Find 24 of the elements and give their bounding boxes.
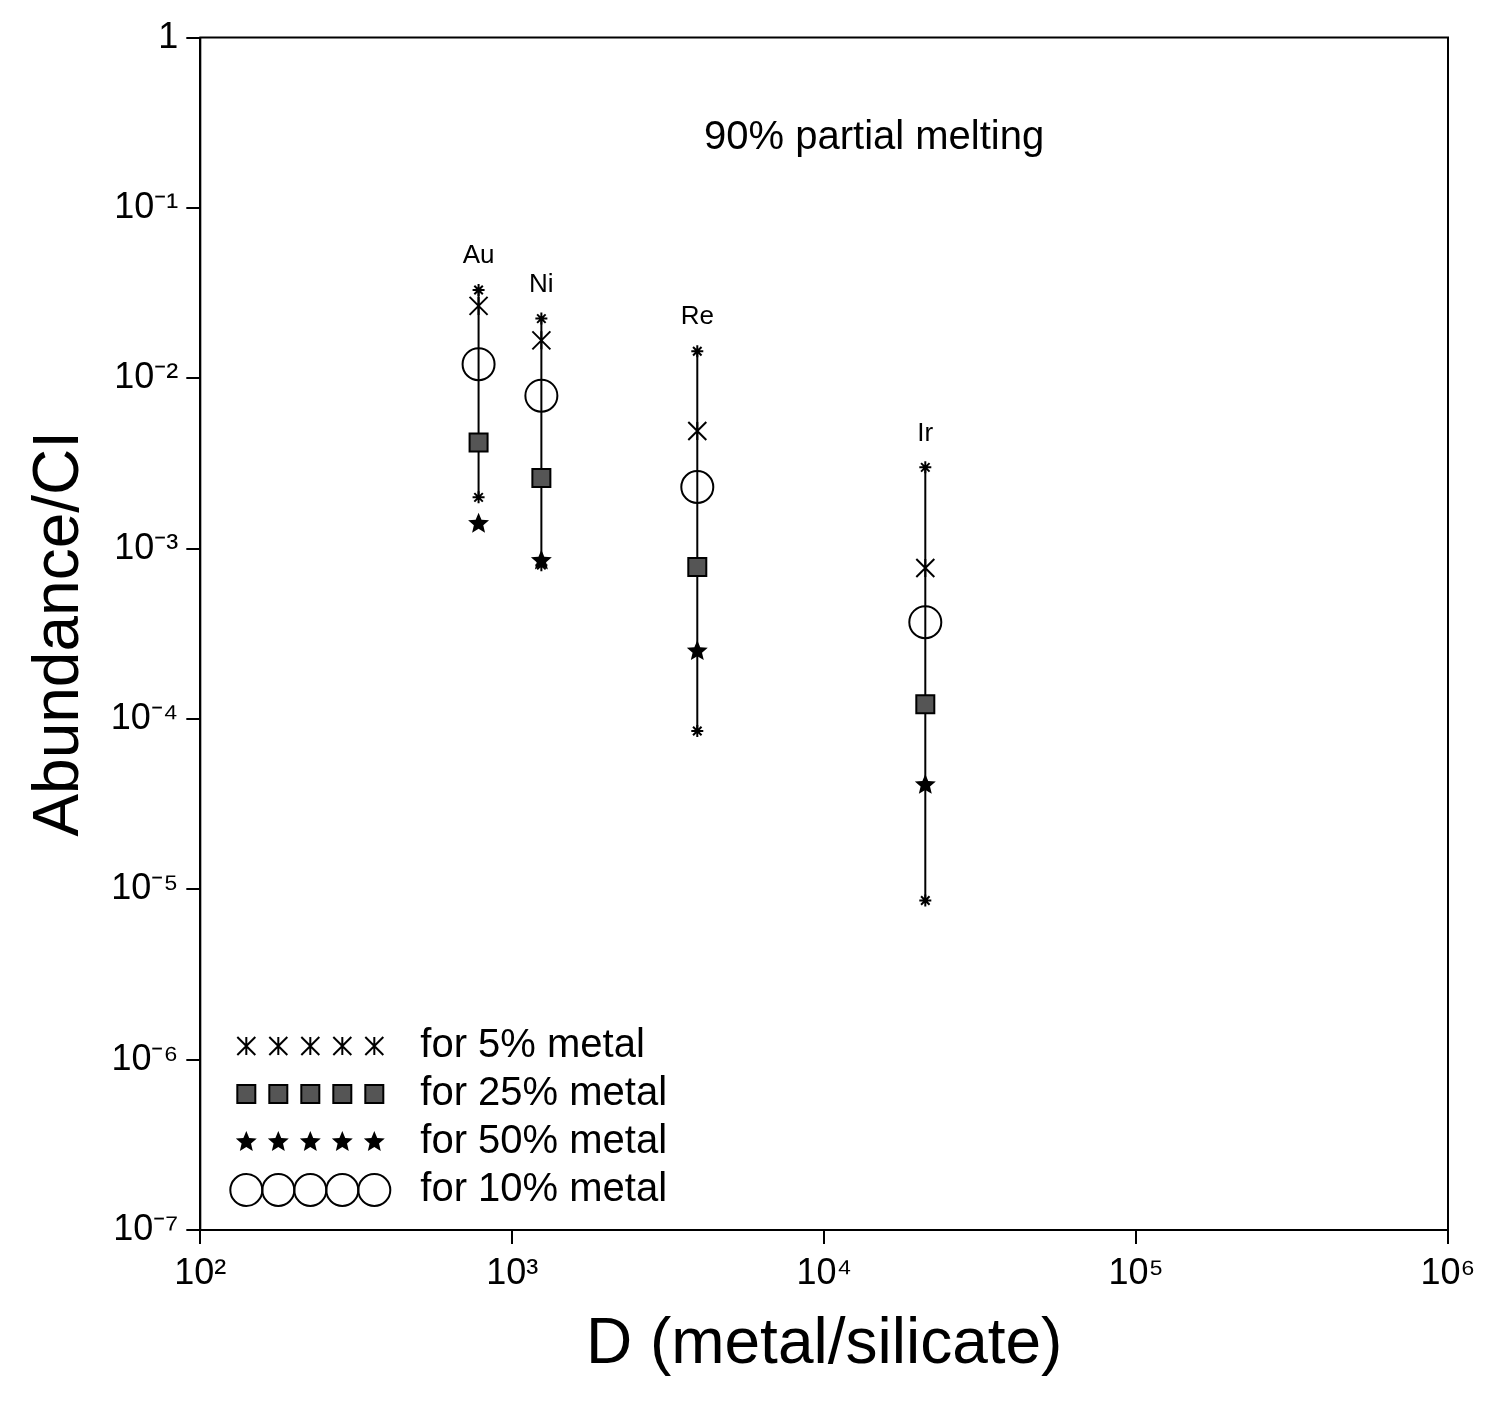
- y-tick-label: 10⁻³: [114, 525, 179, 567]
- x-axis-title: D (metal/silicate): [585, 1305, 1063, 1378]
- y-axis-title: Abundance/CI: [20, 430, 93, 837]
- y-tick-label: 10⁻¹: [114, 184, 179, 226]
- annotation: Re: [680, 300, 714, 331]
- legend-label: for 5% metal: [420, 1021, 645, 1066]
- y-tick-label: 1: [158, 14, 179, 56]
- text: 90% partial melting: [704, 112, 1045, 157]
- annotation: Ni: [529, 267, 554, 298]
- annotation: Au: [462, 239, 495, 270]
- y-tick-label: 10⁻²: [114, 355, 179, 397]
- y-tick-label: 10⁻⁶: [111, 1036, 179, 1078]
- annotation: Ir: [917, 416, 934, 447]
- legend-label: for 25% metal: [420, 1069, 668, 1114]
- y-tick-label: 10⁻⁷: [113, 1206, 179, 1248]
- y-tick-label: 10⁻⁵: [111, 866, 179, 908]
- x-tick-label: 10⁴: [796, 1250, 852, 1292]
- x-tick-label: 10²: [174, 1250, 227, 1292]
- x-tick-label: 10⁶: [1420, 1250, 1476, 1292]
- legend-label: for 10% metal: [420, 1165, 668, 1210]
- x-tick-label: 10³: [486, 1250, 539, 1292]
- x-tick-label: 10⁵: [1108, 1250, 1164, 1292]
- legend-label: for 50% metal: [420, 1117, 668, 1162]
- y-tick-label: 10⁻⁴: [110, 695, 179, 737]
